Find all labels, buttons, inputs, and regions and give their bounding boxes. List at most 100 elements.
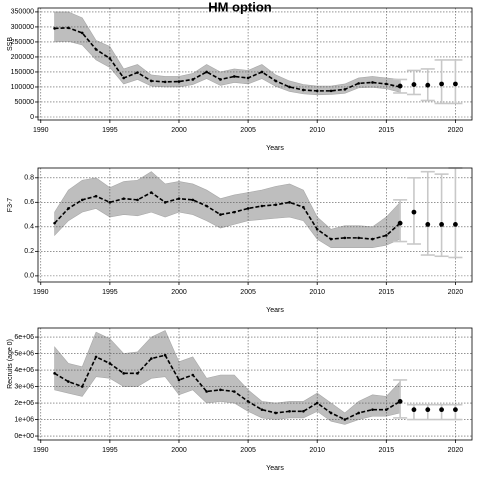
estimate-point bbox=[315, 89, 319, 93]
estimate-point bbox=[357, 236, 360, 240]
estimate-point bbox=[163, 201, 167, 204]
x-tick-label: 2020 bbox=[448, 447, 464, 454]
estimate-point bbox=[219, 78, 222, 81]
x-tick-label: 1990 bbox=[33, 289, 49, 296]
estimate-point bbox=[150, 357, 153, 360]
estimate-point bbox=[329, 237, 333, 241]
estimate-point bbox=[357, 411, 360, 415]
plot-frame bbox=[37, 7, 473, 121]
x-tick-label: 2015 bbox=[379, 289, 395, 296]
estimate-point bbox=[53, 372, 56, 375]
x-tick-label: 2000 bbox=[171, 447, 187, 454]
plot-frame bbox=[37, 167, 473, 283]
estimate-point bbox=[385, 234, 388, 237]
estimate-point bbox=[53, 27, 56, 30]
y-tick-label: 6e+06 bbox=[14, 334, 34, 341]
estimate-point bbox=[191, 373, 195, 377]
estimate-point bbox=[163, 353, 167, 357]
y-tick-label: 0.6 bbox=[24, 199, 34, 206]
projection-point bbox=[411, 82, 417, 87]
x-tick-label: 1995 bbox=[102, 289, 118, 296]
projection-point bbox=[425, 221, 431, 227]
estimate-point bbox=[260, 70, 264, 74]
estimate-point bbox=[94, 355, 98, 359]
estimate-point bbox=[177, 378, 181, 382]
estimate-point bbox=[122, 76, 125, 80]
estimate-point bbox=[315, 401, 319, 405]
estimate-point bbox=[246, 400, 250, 403]
estimate-line bbox=[54, 354, 401, 421]
estimate-point bbox=[177, 80, 181, 83]
x-tick-label: 2005 bbox=[240, 289, 256, 296]
x-tick-label: 2010 bbox=[309, 447, 325, 454]
x-tick-label: 1990 bbox=[33, 447, 49, 454]
estimate-point bbox=[80, 31, 84, 35]
estimate-point bbox=[385, 408, 388, 411]
y-tick-label: 250000 bbox=[11, 39, 34, 46]
projection-point bbox=[411, 209, 417, 215]
estimate-point bbox=[191, 198, 195, 202]
estimate-point bbox=[357, 82, 360, 85]
estimate-point bbox=[232, 210, 236, 214]
estimate-point bbox=[122, 197, 125, 200]
y-tick-label: 200000 bbox=[11, 54, 34, 61]
y-tick-label: 300000 bbox=[11, 24, 34, 31]
x-axis-label: Years bbox=[266, 465, 284, 472]
y-tick-label: 0.4 bbox=[24, 224, 34, 231]
estimate-point bbox=[371, 237, 374, 241]
y-axis-label: SSB bbox=[7, 37, 14, 51]
projection-point bbox=[453, 81, 458, 87]
estimate-point bbox=[288, 85, 291, 89]
estimate-point bbox=[136, 198, 139, 202]
estimate-point bbox=[67, 26, 70, 30]
estimate-point bbox=[371, 81, 374, 84]
estimate-point bbox=[260, 408, 264, 411]
projection-point bbox=[453, 221, 458, 227]
estimate-point bbox=[288, 409, 291, 413]
estimate-point bbox=[205, 204, 208, 208]
y-tick-label: 0.8 bbox=[24, 175, 34, 182]
estimate-point bbox=[329, 411, 333, 415]
estimate-point bbox=[53, 221, 56, 225]
projection-point bbox=[439, 81, 444, 87]
y-tick-label: 5e+06 bbox=[14, 350, 34, 357]
x-tick-label: 2010 bbox=[309, 289, 325, 296]
estimate-point bbox=[150, 191, 153, 194]
projection-point bbox=[439, 407, 444, 413]
estimate-point bbox=[274, 203, 278, 207]
estimate-point bbox=[177, 197, 181, 200]
estimate-point bbox=[205, 390, 208, 393]
estimate-point bbox=[122, 372, 125, 375]
projection-point bbox=[397, 83, 403, 89]
x-tick-label: 2020 bbox=[448, 289, 464, 296]
projection-point bbox=[439, 221, 444, 227]
estimate-point bbox=[94, 194, 98, 198]
estimate-point bbox=[80, 385, 84, 388]
estimate-point bbox=[219, 388, 222, 392]
x-tick-label: 2010 bbox=[309, 127, 325, 134]
y-axis-label: Recruits (age 0) bbox=[7, 339, 14, 389]
y-tick-label: 150000 bbox=[11, 69, 34, 76]
estimate-point bbox=[302, 88, 305, 92]
y-tick-label: 2e+06 bbox=[14, 400, 34, 407]
estimate-point bbox=[94, 48, 98, 51]
estimate-point bbox=[163, 80, 167, 84]
estimate-point bbox=[246, 207, 250, 210]
x-tick-label: 1995 bbox=[102, 127, 118, 134]
estimate-point bbox=[150, 79, 153, 83]
projection-point bbox=[453, 407, 458, 413]
estimate-line bbox=[54, 27, 401, 92]
estimate-point bbox=[67, 207, 70, 210]
estimate-point bbox=[205, 70, 208, 74]
x-tick-label: 2000 bbox=[171, 289, 187, 296]
projection-point bbox=[411, 407, 417, 413]
y-tick-label: 3e+06 bbox=[14, 383, 34, 390]
x-tick-label: 1990 bbox=[33, 127, 49, 134]
y-tick-label: 100000 bbox=[11, 84, 34, 91]
estimate-point bbox=[343, 88, 347, 91]
estimate-point bbox=[191, 78, 195, 81]
y-tick-label: 1e+06 bbox=[14, 416, 34, 423]
estimate-point bbox=[260, 204, 264, 208]
x-tick-label: 2000 bbox=[171, 127, 187, 134]
